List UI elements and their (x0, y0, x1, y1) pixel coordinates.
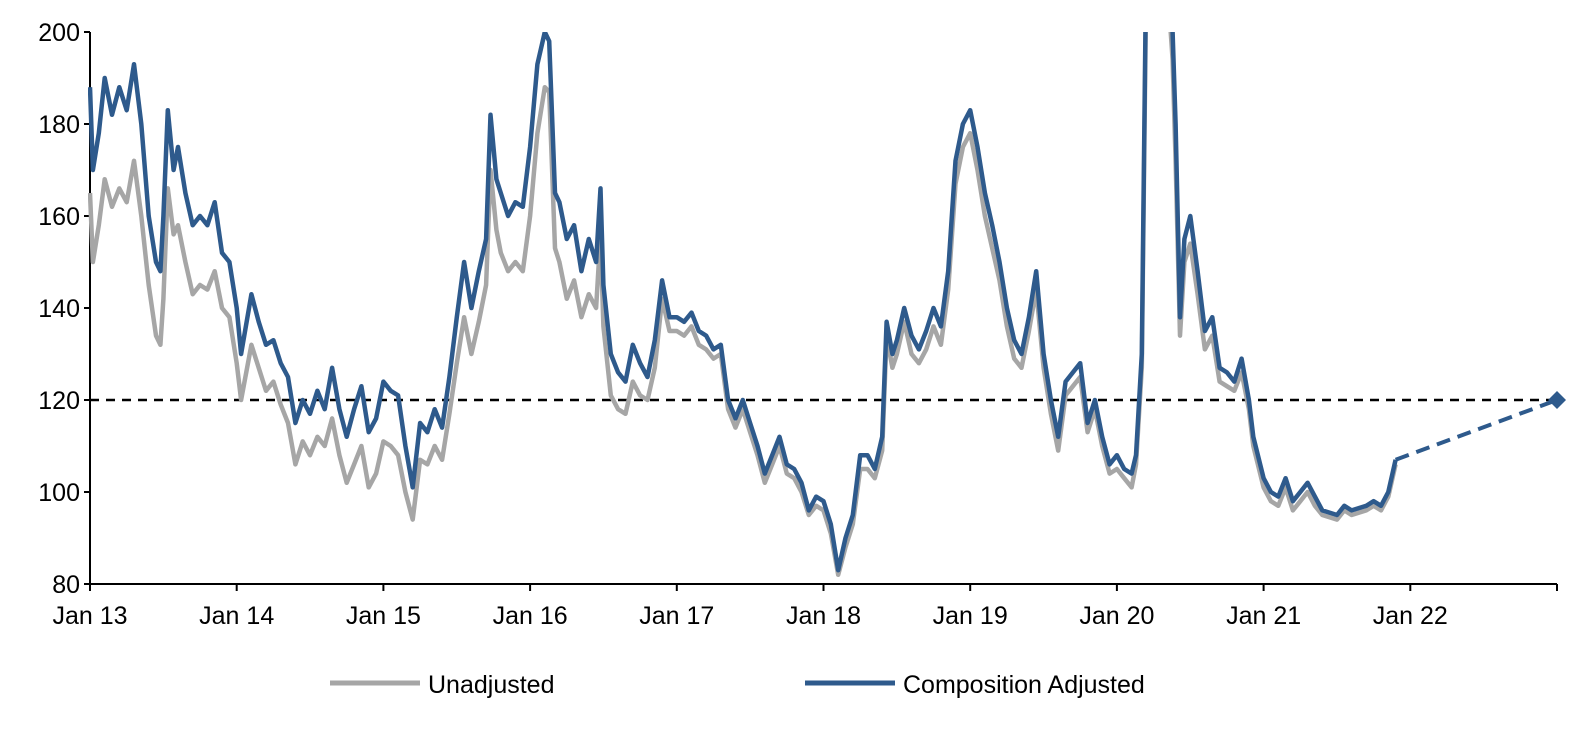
series-line-composition-adjusted (88, 32, 1398, 573)
y-tick-label: 160 (38, 203, 80, 231)
x-tick-label: Jan 16 (493, 602, 568, 630)
axes: 80 100 120 140 160 180 200 Jan 13 Jan 14 Jan 15 Ja… (38, 19, 1558, 630)
x-tick-label: Jan 22 (1373, 602, 1448, 630)
y-tick-label: 180 (38, 111, 80, 139)
x-tick-label: Jan 15 (346, 602, 421, 630)
legend-label-unadjusted: Unadjusted (428, 671, 554, 699)
y-tick-label: 80 (52, 571, 80, 599)
x-tick-label: Jan 14 (199, 602, 274, 630)
projection-end-marker (1548, 391, 1566, 409)
x-tick-label: Jan 19 (933, 602, 1008, 630)
y-tick-label: 120 (38, 387, 80, 415)
x-tick-label: Jan 20 (1079, 602, 1154, 630)
x-tick-label: Jan 18 (786, 602, 861, 630)
legend: Unadjusted Composition Adjusted (330, 671, 1145, 699)
y-tick-label: 200 (38, 19, 80, 47)
x-tick-label: Jan 17 (639, 602, 714, 630)
projection-line (1394, 398, 1558, 462)
x-tick-label: Jan 21 (1226, 602, 1301, 630)
x-tick-label: Jan 13 (52, 602, 127, 630)
y-tick-label: 140 (38, 295, 80, 323)
y-tick-label: 100 (38, 479, 80, 507)
legend-label-composition-adjusted: Composition Adjusted (903, 671, 1145, 699)
